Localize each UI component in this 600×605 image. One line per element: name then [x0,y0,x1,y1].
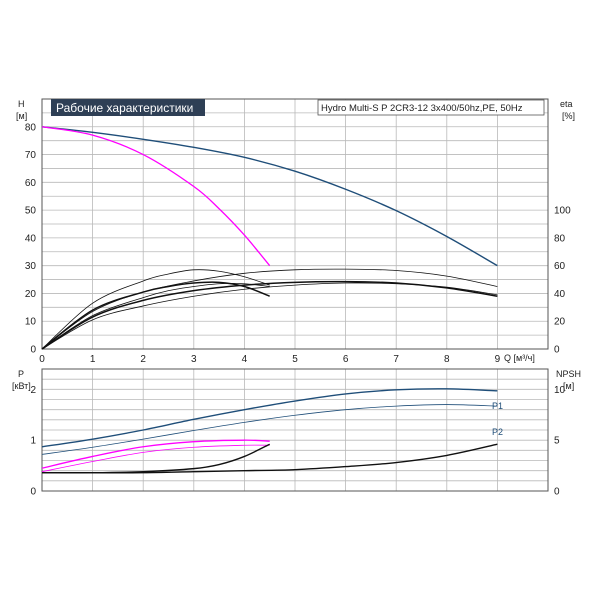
bottom-series-line-2 [41,439,270,469]
annotation-p1: P1 [492,401,503,411]
top-series-line-4 [41,282,498,350]
top-series-line-0 [41,126,498,267]
y-unit-h: [м] [16,111,27,121]
annotation-p2: P2 [492,427,503,437]
y2-tick-label: 5 [554,436,560,447]
y-tick-label: 1 [30,436,36,447]
bottom-panel-ticks: 0 1 2 0 5 10 [30,385,565,498]
y2-tick-label: 100 [554,206,571,217]
bottom-panel-series [41,388,498,474]
top-series-line-5 [41,281,270,350]
y-label-h: H [18,99,25,109]
top-series-line-6 [41,269,270,350]
y2-tick-label: 10 [554,385,566,396]
y-unit-p: [кВт] [12,381,31,391]
y-tick-label: 30 [25,261,37,272]
x-tick-label: 6 [343,354,349,365]
y-tick-label: 80 [25,122,37,133]
y-tick-label: 10 [25,317,37,328]
bottom-panel-grid [41,368,549,492]
y2-tick-label: 0 [554,487,560,498]
bottom-series-line-3 [41,444,270,473]
x-tick-label: 1 [90,354,96,365]
y2-tick-label: 0 [554,345,560,356]
x-tick-label: 5 [292,354,298,365]
y2-unit-eta: [%] [562,111,575,121]
y2-tick-label: 40 [554,289,566,300]
x-tick-label: 3 [191,354,197,365]
x-tick-label: 8 [444,354,450,365]
y2-tick-label: 60 [554,261,566,272]
chart-subtitle: Hydro Multi-S P 2CR3-12 3x400/50hz,PE, 5… [321,103,523,114]
top-series-line-3 [41,268,498,350]
chart-title: Рабочие характеристики [56,101,193,115]
chart-title-group: Рабочие характеристики Hydro Multi-S P 2… [51,99,545,116]
top-series-line-1 [41,126,271,267]
panel-frame [41,368,549,492]
x-tick-label: 0 [39,354,45,365]
bottom-series-line-0 [41,388,498,448]
top-panel-series [41,126,498,350]
y2-label-eta: eta [560,99,573,109]
y-tick-label: 60 [25,178,37,189]
y-tick-label: 2 [30,385,36,396]
panel-frame [41,98,549,350]
y-tick-label: 20 [25,289,37,300]
y2-tick-label: 20 [554,317,566,328]
y-tick-label: 0 [30,487,36,498]
x-tick-label: 7 [393,354,399,365]
y-tick-label: 40 [25,233,37,244]
title-box [51,99,205,116]
bottom-series-line-5 [41,443,271,474]
y2-label-npsh: NPSH [556,369,581,379]
bottom-series-line-1 [41,404,498,455]
top-series-line-7 [41,282,270,350]
x-tick-label: 9 [495,354,501,365]
y2-unit-npsh: [м] [563,381,574,391]
x-tick-label: 2 [140,354,146,365]
y-tick-label: 50 [25,206,37,217]
subtitle-box [317,99,545,116]
bottom-series-line-4 [42,443,498,474]
y-label-p: P [18,369,24,379]
y2-tick-label: 80 [554,233,566,244]
top-panel-ticks: 0 10 20 30 40 50 60 70 80 0 20 40 60 80 100 0 1 2 3 4 5 6 7 8 9 [25,122,571,365]
x-tick-label: 4 [242,354,248,365]
top-panel-grid [41,98,549,350]
axis-labels: H [м] eta [%] Q [м³/ч] P [кВт] NPSH [м] … [12,99,581,437]
x-label-q: Q [м³/ч] [504,353,535,363]
top-series-line-2 [41,280,498,350]
y-tick-label: 70 [25,150,37,161]
y-tick-label: 0 [30,345,36,356]
